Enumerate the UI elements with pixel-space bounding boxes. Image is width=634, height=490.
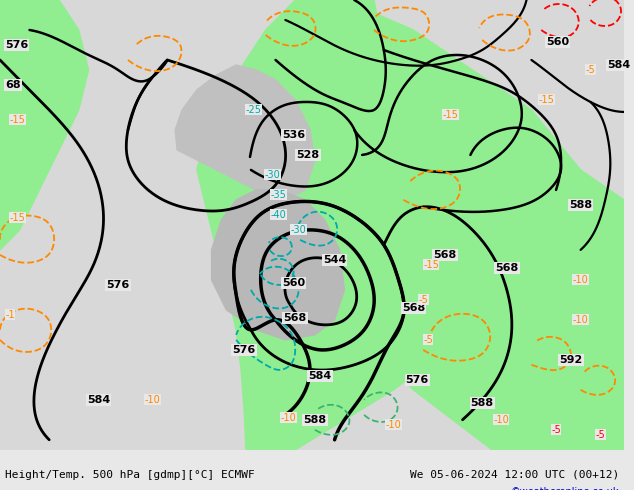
Text: -15: -15 bbox=[10, 213, 25, 223]
Text: 560: 560 bbox=[281, 278, 305, 288]
Text: -30: -30 bbox=[265, 170, 280, 180]
Text: -15: -15 bbox=[423, 260, 439, 270]
Text: We 05-06-2024 12:00 UTC (00+12): We 05-06-2024 12:00 UTC (00+12) bbox=[410, 470, 619, 480]
Text: -15: -15 bbox=[443, 110, 458, 120]
Text: -5: -5 bbox=[551, 425, 561, 435]
Text: -40: -40 bbox=[271, 210, 287, 220]
Text: 576: 576 bbox=[5, 40, 28, 50]
Text: 576: 576 bbox=[406, 375, 429, 385]
Text: 568: 568 bbox=[283, 313, 307, 323]
Text: 528: 528 bbox=[297, 150, 320, 160]
Polygon shape bbox=[0, 0, 89, 250]
Text: -5: -5 bbox=[424, 335, 433, 345]
Text: 68: 68 bbox=[5, 80, 20, 90]
Text: 544: 544 bbox=[323, 255, 346, 265]
Text: 588: 588 bbox=[470, 398, 494, 408]
Text: -10: -10 bbox=[573, 275, 588, 285]
Text: -15: -15 bbox=[538, 95, 554, 105]
Text: -15: -15 bbox=[10, 115, 25, 125]
Text: -25: -25 bbox=[246, 105, 262, 115]
Text: -5: -5 bbox=[418, 295, 428, 305]
Text: -35: -35 bbox=[271, 190, 287, 200]
Text: 560: 560 bbox=[546, 37, 569, 47]
Text: -10: -10 bbox=[385, 420, 401, 430]
Text: -10: -10 bbox=[280, 413, 296, 423]
Text: 588: 588 bbox=[569, 200, 592, 210]
Text: -10: -10 bbox=[573, 315, 588, 325]
Polygon shape bbox=[197, 0, 522, 450]
Text: -10: -10 bbox=[493, 415, 509, 425]
Polygon shape bbox=[325, 0, 624, 450]
Text: 592: 592 bbox=[559, 355, 583, 365]
Text: 568: 568 bbox=[402, 303, 425, 313]
Text: -5: -5 bbox=[586, 65, 595, 75]
Text: Height/Temp. 500 hPa [gdmp][°C] ECMWF: Height/Temp. 500 hPa [gdmp][°C] ECMWF bbox=[5, 470, 255, 480]
Text: 584: 584 bbox=[87, 395, 110, 405]
Text: ©weatheronline.co.uk: ©weatheronline.co.uk bbox=[510, 487, 619, 490]
Text: -10: -10 bbox=[145, 395, 160, 405]
Text: 584: 584 bbox=[308, 371, 332, 381]
Text: 536: 536 bbox=[281, 130, 305, 140]
Text: 568: 568 bbox=[495, 263, 519, 273]
Polygon shape bbox=[175, 65, 315, 200]
Polygon shape bbox=[212, 190, 344, 340]
Text: 568: 568 bbox=[433, 250, 456, 260]
Text: 576: 576 bbox=[107, 280, 130, 290]
Text: -5: -5 bbox=[595, 430, 605, 440]
Text: 576: 576 bbox=[233, 345, 256, 355]
Text: -1: -1 bbox=[5, 310, 15, 320]
Text: 584: 584 bbox=[607, 60, 630, 70]
Text: -30: -30 bbox=[290, 225, 306, 235]
Text: 588: 588 bbox=[303, 415, 327, 425]
